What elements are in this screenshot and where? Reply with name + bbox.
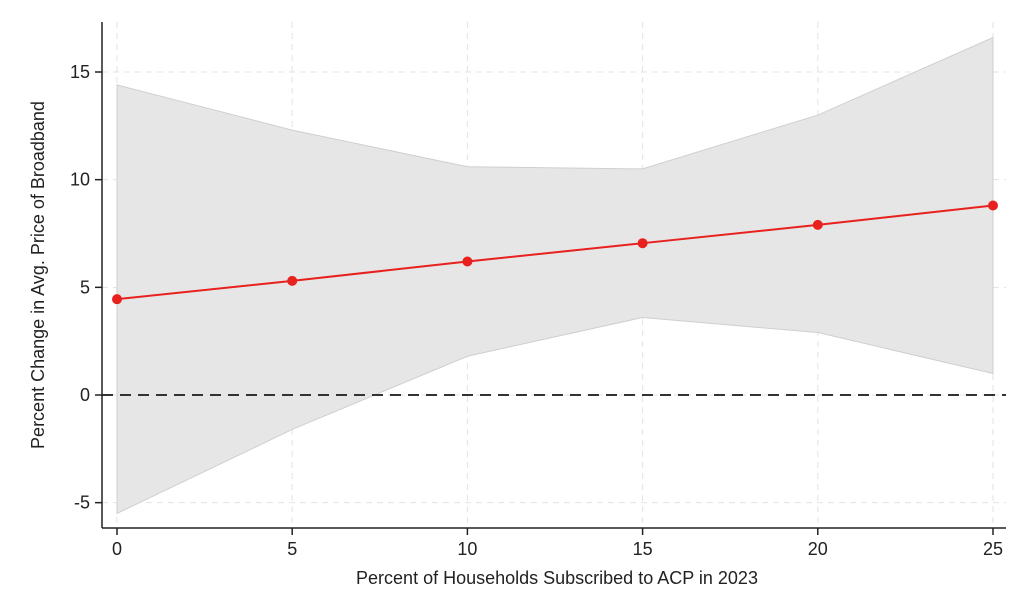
- x-tick-label: 0: [112, 539, 122, 559]
- axes: [95, 22, 1006, 535]
- data-point: [812, 219, 823, 230]
- x-tick-label: 25: [983, 539, 1003, 559]
- x-tick-labels: 0 5 10 15 20 25: [112, 539, 1003, 559]
- series-line: [116, 204, 994, 301]
- data-point: [462, 256, 473, 267]
- y-tick-label: 0: [80, 385, 90, 405]
- y-tick-label: 5: [80, 277, 90, 297]
- series-group: [112, 200, 998, 305]
- y-tick-label: 15: [70, 62, 90, 82]
- data-point: [112, 294, 122, 305]
- x-tick-label: 15: [633, 539, 653, 559]
- y-tick-labels: -5 0 5 10 15: [70, 62, 90, 513]
- y-tick-label: 10: [70, 170, 90, 190]
- data-point: [287, 275, 298, 286]
- y-tick-label: -5: [74, 493, 90, 513]
- data-point: [988, 200, 998, 211]
- x-axis-title: Percent of Households Subscribed to ACP …: [356, 568, 758, 588]
- y-axis-title: Percent Change in Avg. Price of Broadban…: [28, 101, 48, 449]
- x-tick-label: 10: [457, 539, 477, 559]
- x-tick-label: 20: [808, 539, 828, 559]
- x-tick-label: 5: [287, 539, 297, 559]
- data-point: [637, 238, 648, 249]
